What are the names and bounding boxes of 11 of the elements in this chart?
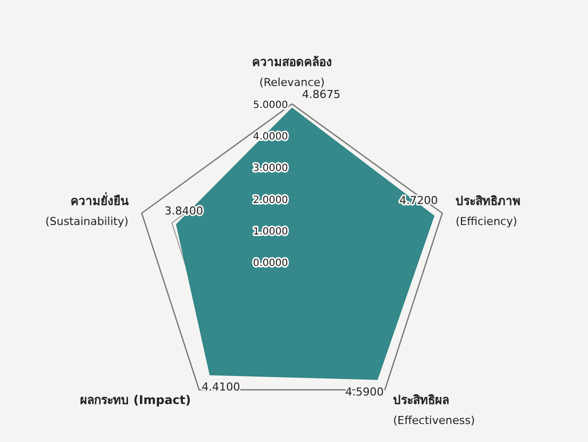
spoke-label: ประสิทธิผล (Effectiveness) — [393, 392, 475, 427]
spoke-label: ประสิทธิภาพ (Efficiency) — [456, 194, 521, 228]
y-tick-label: 5.0000 — [253, 100, 288, 111]
y-tick-label: 2.0000 — [253, 194, 288, 206]
data-label: 4.8675 — [302, 88, 340, 102]
spoke-label: ความสอดคล้อง (Relevance) — [252, 55, 332, 89]
y-tick-label: 1.0000 — [253, 226, 288, 238]
spoke-label: ความยั่งยืน (Sustainability) — [45, 192, 130, 228]
y-tick-label: 3.0000 — [253, 163, 288, 174]
spoke-label: ผลกระทบ (Impact) — [80, 392, 191, 407]
y-tick-label: 0.0000 — [253, 258, 288, 269]
